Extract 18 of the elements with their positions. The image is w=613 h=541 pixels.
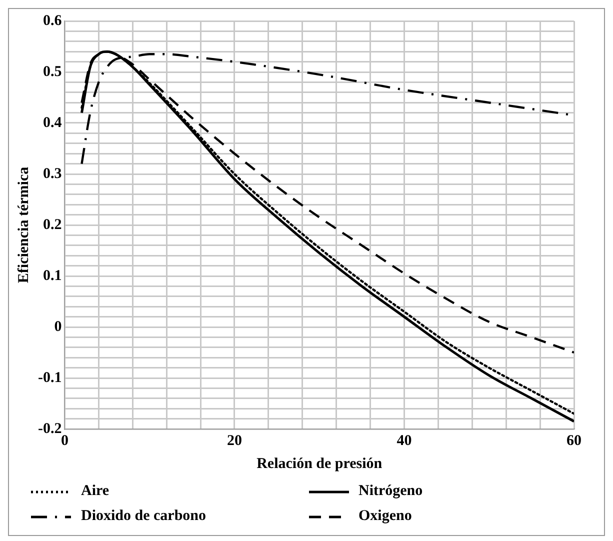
y-axis-title: Eficiencia térmica (16, 166, 32, 284)
legend-label: Oxigeno (358, 508, 412, 525)
x-tick-label: 40 (396, 432, 412, 449)
y-tick-label: 0.1 (42, 268, 62, 284)
x-axis-title: Relación de presión (256, 456, 383, 472)
y-tick-label: 0.6 (42, 12, 62, 29)
y-tick-label: 0.4 (42, 114, 62, 131)
y-tick-label: 0 (54, 318, 62, 335)
legend-label: Dioxido de carbono (81, 508, 206, 525)
y-tick-label: 0.3 (42, 166, 62, 182)
x-tick-label: 60 (566, 432, 582, 449)
y-tick-label: -0.2 (38, 420, 62, 437)
y-tick-label: 0.5 (42, 64, 62, 80)
y-tick-label: 0.2 (42, 216, 62, 233)
legend-label: Nitrógeno (358, 483, 423, 500)
x-tick-label: 20 (226, 432, 242, 449)
legend-label: Aire (81, 483, 110, 500)
y-tick-label: -0.1 (38, 370, 62, 386)
